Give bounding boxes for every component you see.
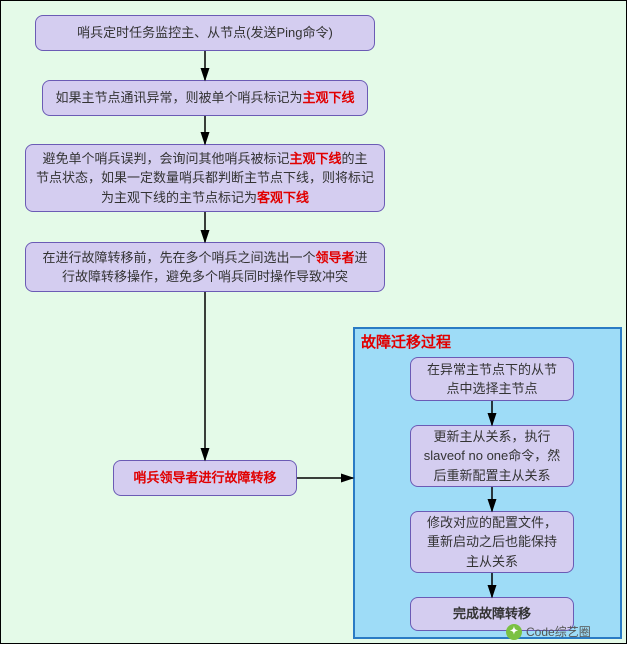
- node-n2: 如果主节点通讯异常，则被单个哨兵标记为主观下线: [42, 80, 368, 116]
- node-n5: 哨兵领导者进行故障转移: [113, 460, 297, 496]
- node-n4: 在进行故障转移前，先在多个哨兵之间选出一个领导者进行故障转移操作，避免多个哨兵同…: [25, 242, 385, 292]
- watermark: ✦Code综艺圈: [506, 623, 591, 640]
- node-n1-text: 哨兵定时任务监控主、从节点(发送Ping命令): [77, 23, 333, 43]
- node-n2-text: 如果主节点通讯异常，则被单个哨兵标记为主观下线: [55, 88, 354, 108]
- node-s3: 修改对应的配置文件，重新启动之后也能保持主从关系: [410, 511, 574, 573]
- node-s1: 在异常主节点下的从节点中选择主节点: [410, 357, 574, 401]
- node-n1: 哨兵定时任务监控主、从节点(发送Ping命令): [35, 15, 375, 51]
- node-n3: 避免单个哨兵误判，会询问其他哨兵被标记主观下线的主节点状态，如果一定数量哨兵都判…: [25, 144, 385, 212]
- node-n4-text: 在进行故障转移前，先在多个哨兵之间选出一个领导者进行故障转移操作，避免多个哨兵同…: [36, 248, 374, 287]
- watermark-text: Code综艺圈: [526, 623, 591, 640]
- node-n3-text: 避免单个哨兵误判，会询问其他哨兵被标记主观下线的主节点状态，如果一定数量哨兵都判…: [36, 149, 374, 208]
- node-s1-text: 在异常主节点下的从节点中选择主节点: [421, 360, 563, 399]
- node-n5-text: 哨兵领导者进行故障转移: [133, 468, 276, 488]
- wechat-icon: ✦: [506, 624, 522, 640]
- node-s4-text: 完成故障转移: [453, 604, 531, 624]
- subprocess-title: 故障迁移过程: [361, 331, 451, 352]
- node-s3-text: 修改对应的配置文件，重新启动之后也能保持主从关系: [421, 513, 563, 572]
- flowchart-canvas: 哨兵定时任务监控主、从节点(发送Ping命令) 如果主节点通讯异常，则被单个哨兵标…: [0, 0, 627, 644]
- node-s2: 更新主从关系，执行slaveof no one命令，然后重新配置主从关系: [410, 425, 574, 487]
- node-s2-text: 更新主从关系，执行slaveof no one命令，然后重新配置主从关系: [421, 427, 563, 486]
